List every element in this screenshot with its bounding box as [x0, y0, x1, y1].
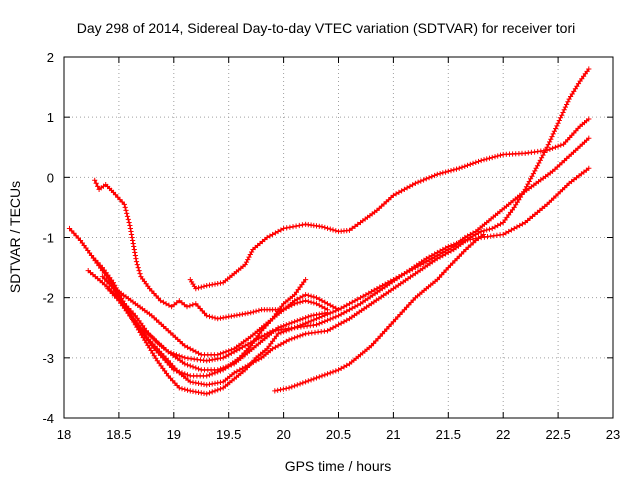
- satellite-track-2-trace: [189, 118, 590, 290]
- x-tick-label: 22.5: [545, 427, 570, 442]
- x-tick-label: 18.5: [106, 427, 131, 442]
- satellite-track-3: [88, 165, 592, 364]
- x-tick-label: 20: [276, 427, 290, 442]
- y-tick-label: 1: [47, 110, 54, 125]
- satellite-track-8-markers: [116, 289, 342, 358]
- axis-ticks: [63, 56, 614, 419]
- x-tick-labels: 18 18.5 19 19.5 20 20.5 21 21.5 22 22.5 23: [57, 427, 620, 442]
- x-tick-label: 22: [496, 427, 510, 442]
- x-tick-label: 21: [386, 427, 400, 442]
- satellite-track-7: [105, 286, 331, 373]
- satellite-track-3-trace: [90, 167, 590, 362]
- x-tick-label: 18: [57, 427, 71, 442]
- x-tick-label: 23: [606, 427, 620, 442]
- y-tick-labels: -4 -3 -2 -1 0 1 2: [42, 50, 54, 426]
- y-tick-label: -1: [42, 231, 54, 246]
- x-axis-label: GPS time / hours: [285, 458, 392, 474]
- y-tick-label: 0: [47, 170, 54, 185]
- y-tick-label: 2: [47, 50, 54, 65]
- satellite-track-2-markers: [187, 116, 592, 292]
- grid-lines: [64, 57, 613, 418]
- satellite-track-9-markers: [272, 231, 486, 394]
- satellite-track-8: [116, 289, 342, 358]
- y-tick-label: -2: [42, 291, 54, 306]
- data-series: [66, 66, 592, 397]
- x-tick-label: 19: [167, 427, 181, 442]
- satellite-track-2: [187, 116, 592, 292]
- x-tick-label: 19.5: [216, 427, 241, 442]
- satellite-track-6-trace: [68, 137, 590, 395]
- y-tick-label: -3: [42, 351, 54, 366]
- satellite-track-9-trace: [274, 233, 484, 392]
- x-tick-label: 20.5: [326, 427, 351, 442]
- satellite-track-7-markers: [105, 286, 331, 373]
- satellite-track-3-markers: [88, 165, 592, 364]
- chart-title: Day 298 of 2014, Sidereal Day-to-day VTE…: [77, 20, 576, 36]
- satellite-track-1-markers: [92, 177, 331, 322]
- satellite-track-9: [272, 231, 486, 394]
- satellite-track-6: [66, 135, 592, 397]
- y-axis-label: SDTVAR / TECUs: [7, 181, 23, 293]
- x-tick-label: 21.5: [436, 427, 461, 442]
- y-tick-label: -4: [42, 411, 54, 426]
